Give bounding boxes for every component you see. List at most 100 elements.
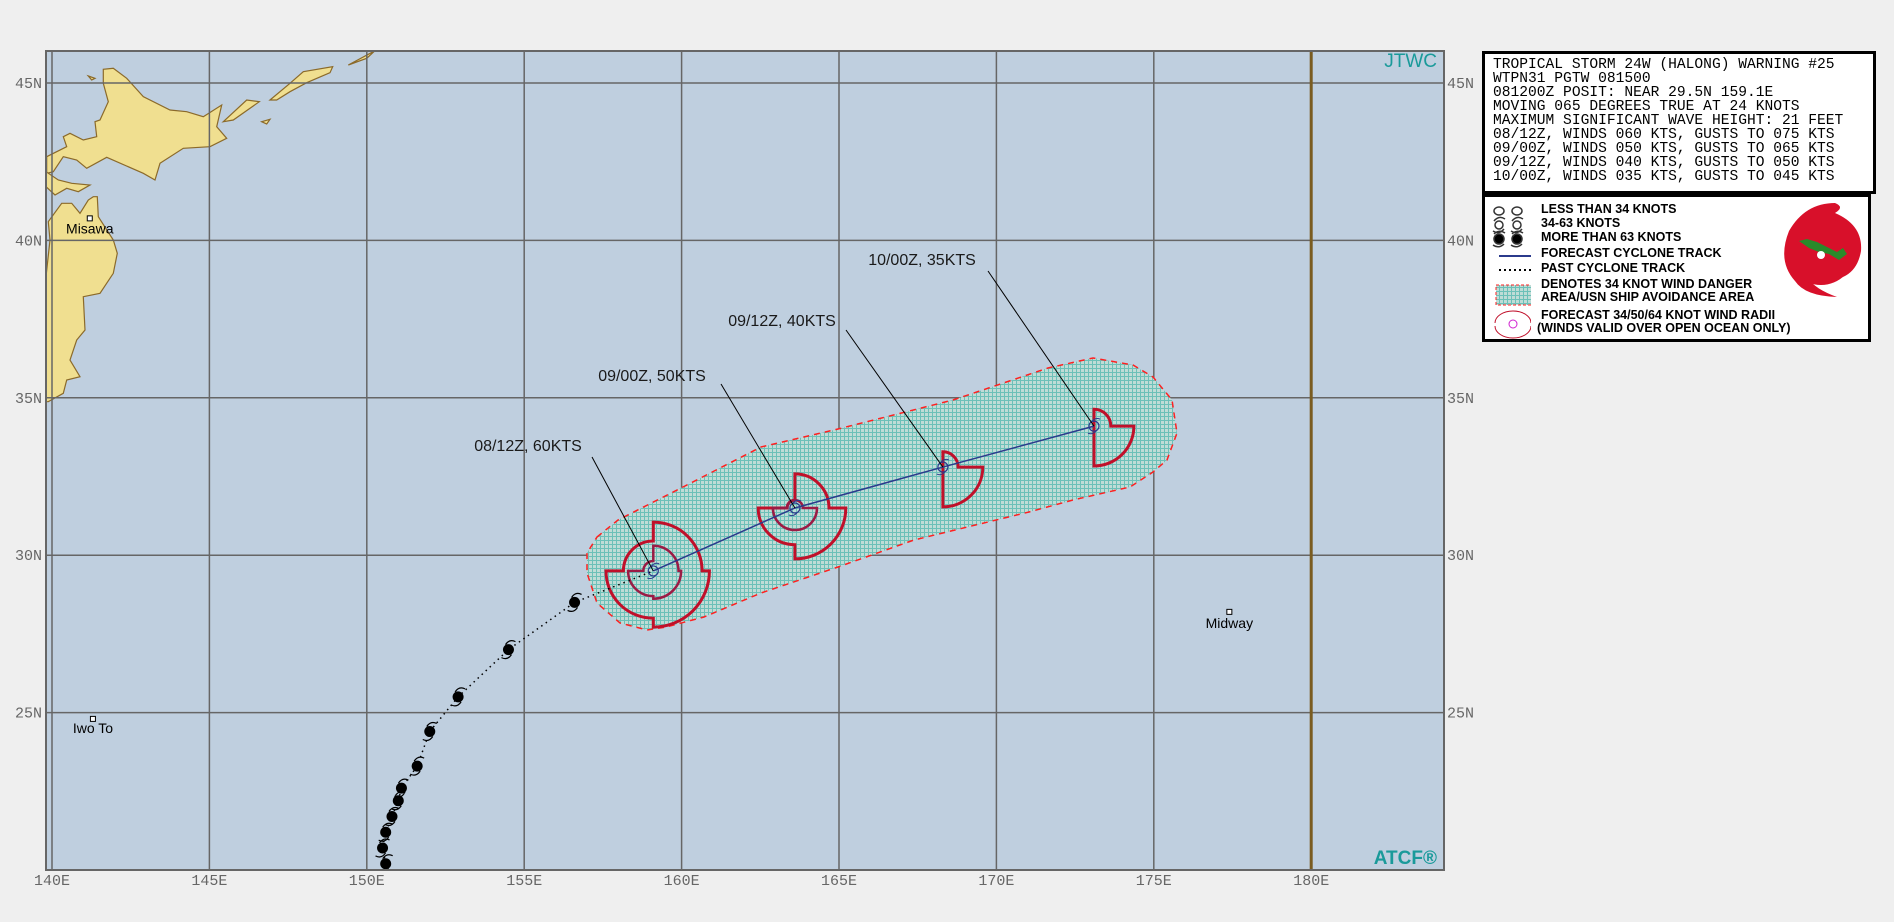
wind-radii-50kt [626, 544, 683, 600]
legend-forecast-track: FORECAST CYCLONE TRACK [1541, 246, 1722, 260]
lon-label: 150E [349, 873, 385, 890]
storm-hooks [450, 687, 466, 707]
forecast-hooks [1087, 417, 1101, 435]
legend: LESS THAN 34 KNOTS 34-63 KNOTS MORE THAN… [1482, 194, 1871, 342]
lat-label-right: 25N [1447, 706, 1474, 723]
storm-hooks [378, 822, 393, 842]
land-kuril-1 [221, 99, 261, 123]
danger-area [586, 357, 1178, 631]
tracks [375, 417, 1101, 870]
forecast-labels: 08/12Z, 60KTS 09/00Z, 50KTS 09/12Z, 40KTS 1… [474, 252, 1095, 572]
forecast-label: 08/12Z, 60KTS [474, 438, 582, 455]
wind-radii-icon [1494, 310, 1531, 339]
danger-area-icon [1495, 284, 1531, 306]
wind-radii-50kt [771, 498, 819, 532]
land-rebun [86, 74, 97, 81]
wind-radii-34kt [604, 520, 711, 629]
lat-label-left: 30N [15, 548, 42, 565]
forecast-position-icon [788, 499, 802, 517]
axis-labels: 45N 45N 40N 40N 35N 35N 30N 30N 25N 25N 140E 145E 15… [15, 76, 1474, 890]
tropical-storm-symbol-icon [567, 592, 582, 613]
forecast-label: 10/00Z, 35KTS [868, 252, 976, 269]
forecast-center [647, 565, 659, 577]
storm-hooks [501, 640, 516, 660]
forecast-position-icon [1087, 417, 1101, 435]
legend-wind-radii-2: (WINDS VALID OVER OPEN OCEAN ONLY) [1537, 321, 1791, 335]
storm-center [411, 760, 423, 772]
land-tsugaru [46, 170, 92, 196]
lon-label: 160E [664, 873, 700, 890]
lat-label-right: 30N [1447, 548, 1474, 565]
lon-label: 155E [506, 873, 542, 890]
lon-label: 180E [1293, 873, 1329, 890]
warning-line: 08/12Z, WINDS 060 KTS, GUSTS TO 075 KTS [1493, 127, 1835, 143]
warning-line: WTPN31 PGTW 081500 [1493, 71, 1651, 87]
legend-more-than-63: MORE THAN 63 KNOTS [1541, 230, 1682, 244]
legend-past-track: PAST CYCLONE TRACK [1541, 261, 1686, 275]
storm-hooks [394, 778, 409, 798]
legend-danger-area-1: DENOTES 34 KNOT WIND DANGER [1541, 277, 1753, 291]
warning-line: 10/00Z, WINDS 035 KTS, GUSTS TO 045 KTS [1493, 169, 1835, 185]
place-label: Iwo To [73, 720, 113, 736]
place-marker-icon [86, 215, 93, 222]
places: Misawa Iwo To Midway [66, 215, 1253, 736]
lat-label-left: 35N [15, 391, 42, 408]
forecast-label: 09/12Z, 40KTS [728, 313, 836, 330]
place-label: Midway [1206, 615, 1253, 631]
tropical-storm-symbol-icon [378, 822, 393, 842]
land-honshu [46, 196, 118, 403]
lat-label-left: 40N [15, 233, 42, 250]
storm-center [452, 691, 464, 703]
storm-hooks [384, 806, 400, 827]
lat-label-left: 25N [15, 706, 42, 723]
warning-line: MAXIMUM SIGNIFICANT WAVE HEIGHT: 21 FEET [1493, 113, 1844, 129]
tropical-storm-symbol-icon [375, 838, 390, 858]
wind-radii [604, 407, 1136, 629]
forecast-hooks [647, 562, 660, 580]
legend-danger-area-2: AREA/USN SHIP AVOIDANCE AREA [1541, 290, 1755, 304]
leader-line [987, 270, 1095, 427]
legend-less-than-34: LESS THAN 34 KNOTS [1541, 202, 1677, 216]
place-marker-icon [89, 715, 96, 722]
lon-label: 175E [1136, 873, 1172, 890]
storm-center [380, 826, 392, 838]
leader-line [591, 456, 654, 572]
forecast-hooks [936, 458, 950, 476]
storm-center [386, 810, 398, 822]
forecast-center [937, 461, 949, 473]
place-marker-icon [1226, 608, 1233, 615]
land-sakhalin-tip [348, 51, 376, 66]
tropical-storm-symbol-icon [384, 806, 400, 827]
storm-hooks [375, 838, 390, 858]
more-than-63-icon [1492, 230, 1524, 248]
storm-hooks [422, 721, 438, 742]
legend-icons [1492, 206, 1531, 339]
storm-hooks [567, 592, 582, 613]
forecast-center [1088, 420, 1100, 432]
tropical-storm-symbol-icon [409, 756, 425, 776]
forecast-track-line [652, 425, 1095, 572]
lat-label-right: 35N [1447, 391, 1474, 408]
past-track-line [381, 570, 654, 864]
lat-label-left: 45N [15, 76, 42, 93]
land-kuril-3 [259, 118, 272, 125]
warning-line: MOVING 065 DEGREES TRUE AT 24 KNOTS [1493, 99, 1800, 115]
storm-center [380, 858, 392, 870]
tropical-storm-symbol-icon [422, 721, 438, 742]
tropical-storm-symbol-icon [501, 640, 516, 660]
leader-line [845, 329, 944, 468]
warning-line: 081200Z POSIT: NEAR 29.5N 159.1E [1493, 85, 1774, 101]
map-frame [45, 50, 1445, 871]
legend-34-63: 34-63 KNOTS [1541, 216, 1621, 230]
forecast-label: 09/00Z, 50KTS [598, 368, 706, 385]
danger-area-polygon [586, 357, 1178, 631]
forecast-hooks [788, 499, 802, 517]
jtwc-brand: JTWC [1384, 51, 1437, 72]
lon-label: 140E [34, 873, 70, 890]
warning-title: TROPICAL STORM 24W (HALONG) WARNING #25 [1493, 57, 1835, 73]
wind-radii-34kt [941, 450, 985, 509]
lon-label: 165E [821, 873, 857, 890]
legend-wind-radii-1: FORECAST 34/50/64 KNOT WIND RADII [1541, 308, 1776, 322]
storm-center [569, 596, 581, 608]
